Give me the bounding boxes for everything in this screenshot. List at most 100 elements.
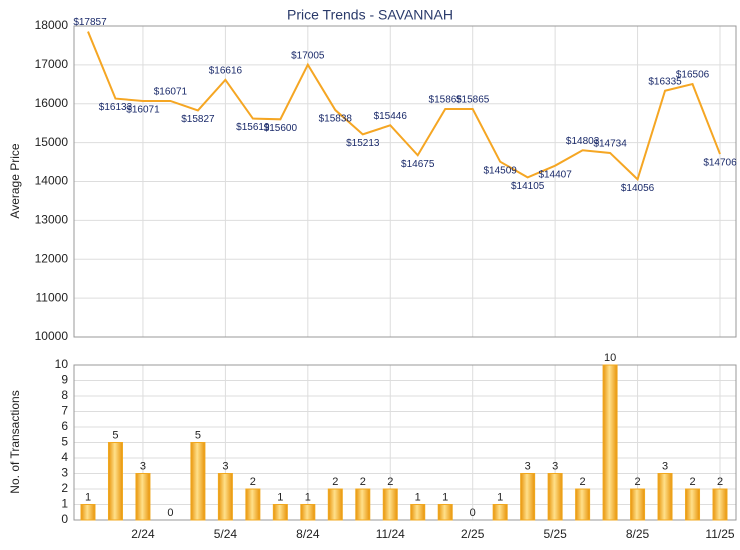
- bar: [245, 488, 261, 521]
- data-label: 3: [525, 460, 531, 472]
- y-tick-label: 15000: [35, 135, 69, 149]
- bar: [547, 473, 563, 521]
- data-label: $14734: [593, 139, 627, 150]
- data-label: 1: [497, 491, 503, 503]
- bar: [685, 488, 701, 521]
- data-label: $17857: [73, 17, 107, 28]
- data-label: 10: [604, 352, 616, 364]
- bar: [327, 488, 343, 521]
- y-tick-label: 8: [61, 388, 68, 402]
- y-tick-label: 4: [61, 450, 68, 464]
- y-tick-label: 18000: [35, 18, 69, 32]
- data-label: $14675: [401, 159, 435, 170]
- chart-title: Price Trends - SAVANNAH: [287, 7, 453, 23]
- data-label: 3: [140, 460, 146, 472]
- bar: [300, 504, 316, 521]
- bar: [355, 488, 371, 521]
- x-tick-label: 5/24: [214, 527, 238, 541]
- y-axis-label: No. of Transactions: [8, 390, 22, 493]
- price-line: [87, 31, 721, 182]
- data-label: $16335: [648, 76, 682, 87]
- data-label: $14706: [703, 158, 737, 169]
- y-tick-label: 12000: [35, 251, 69, 265]
- data-label: $15619: [236, 122, 270, 133]
- plot-frame: [73, 364, 737, 521]
- data-label: $14803: [566, 136, 600, 147]
- bar: [520, 473, 536, 521]
- y-tick-label: 7: [61, 404, 68, 418]
- data-label: $15213: [346, 138, 380, 149]
- data-label: 2: [717, 476, 723, 488]
- y-tick-label: 6: [61, 419, 68, 433]
- data-label: 1: [442, 491, 448, 503]
- x-tick-label: 8/25: [626, 527, 650, 541]
- data-label: 2: [332, 476, 338, 488]
- data-label: $15838: [319, 114, 353, 125]
- y-tick-label: 9: [61, 373, 68, 387]
- y-tick-label: 5: [61, 435, 68, 449]
- bar: [630, 488, 646, 521]
- data-label: 3: [662, 460, 668, 472]
- bar: [190, 442, 206, 521]
- data-label: 1: [277, 491, 283, 503]
- data-label: $14407: [538, 169, 572, 180]
- bar: [492, 504, 508, 521]
- data-label: 2: [250, 476, 256, 488]
- data-label: 2: [360, 476, 366, 488]
- y-tick-label: 0: [61, 512, 68, 526]
- y-tick-label: 3: [61, 466, 68, 480]
- data-label: $15600: [264, 123, 298, 134]
- bar: [712, 488, 728, 521]
- data-label: 5: [112, 429, 118, 441]
- bar: [382, 488, 398, 521]
- data-label: $15446: [374, 111, 408, 122]
- bar: [80, 504, 96, 521]
- bar: [575, 488, 591, 521]
- bar: [657, 473, 673, 521]
- y-axis-label: Average Price: [8, 143, 22, 218]
- y-tick-label: 2: [61, 481, 68, 495]
- data-label: 0: [167, 507, 173, 519]
- x-tick-label: 2/24: [131, 527, 155, 541]
- y-tick-label: 16000: [35, 96, 69, 110]
- data-label: $14105: [511, 181, 545, 192]
- data-label: 1: [415, 491, 421, 503]
- data-label: 5: [195, 429, 201, 441]
- data-label: $15827: [181, 114, 215, 125]
- x-tick-label: 11/24: [376, 527, 405, 541]
- data-label: $17005: [291, 50, 325, 61]
- bar: [437, 504, 453, 521]
- plot-frame: [73, 25, 737, 338]
- x-tick-label: 5/25: [543, 527, 567, 541]
- data-label: 3: [552, 460, 558, 472]
- data-label: 2: [689, 476, 695, 488]
- data-label: $16071: [154, 87, 188, 98]
- bar: [410, 504, 426, 521]
- data-label: $14056: [621, 183, 655, 194]
- data-label: $14509: [483, 165, 517, 176]
- bar: [135, 473, 151, 521]
- data-label: 0: [470, 507, 476, 519]
- y-tick-label: 11000: [36, 290, 69, 304]
- bar: [602, 364, 618, 521]
- y-tick-label: 1: [61, 497, 68, 511]
- data-label: $16133: [99, 102, 133, 113]
- data-label: 2: [635, 476, 641, 488]
- y-tick-label: 17000: [35, 57, 69, 71]
- y-tick-label: 14000: [35, 174, 69, 188]
- data-label: $16616: [209, 65, 243, 76]
- data-label: $16506: [676, 70, 710, 81]
- y-tick-label: 10000: [35, 329, 69, 343]
- data-label: 1: [305, 491, 311, 503]
- bar: [107, 442, 123, 521]
- data-label: $15865: [429, 95, 463, 106]
- x-tick-label: 8/24: [296, 527, 320, 541]
- x-tick-label: 2/25: [461, 527, 485, 541]
- data-label: 1: [85, 491, 91, 503]
- data-label: 2: [580, 476, 586, 488]
- data-label: 3: [222, 460, 228, 472]
- data-label: $16071: [126, 105, 160, 116]
- data-label: 2: [387, 476, 393, 488]
- bar: [272, 504, 288, 521]
